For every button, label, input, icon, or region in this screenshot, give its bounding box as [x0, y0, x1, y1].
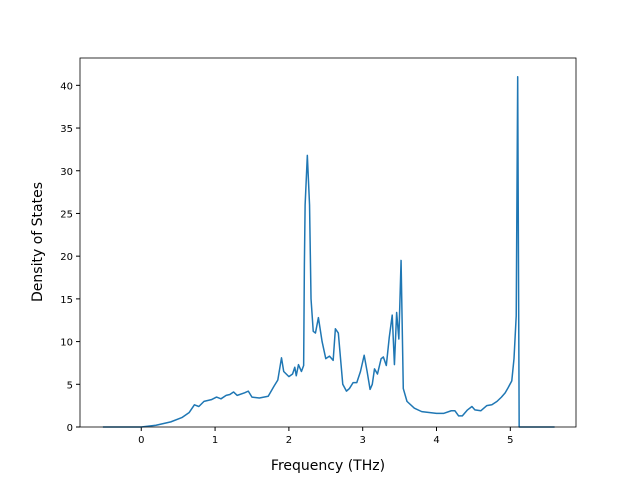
- line-series: [102, 76, 555, 428]
- y-tick-label: 0: [67, 423, 73, 434]
- y-tick-label: 25: [60, 209, 73, 220]
- plot-frame: [79, 57, 577, 428]
- x-tick-label: 5: [507, 435, 513, 446]
- y-tick-label: 30: [60, 167, 73, 178]
- y-tick-label: 15: [60, 295, 73, 306]
- y-axis-label: Density of States: [30, 182, 46, 302]
- x-tick-label: 3: [360, 435, 366, 446]
- x-tick-label: 4: [433, 435, 439, 446]
- y-tick-label: 20: [60, 252, 73, 263]
- y-tick-label: 5: [67, 380, 73, 391]
- x-tick-label: 0: [138, 435, 144, 446]
- y-tick-label: 35: [60, 124, 73, 135]
- x-axis-label: Frequency (THz): [271, 458, 385, 474]
- x-tick-label: 2: [286, 435, 292, 446]
- y-tick-label: 10: [60, 338, 73, 349]
- y-tick-label: 40: [60, 81, 73, 92]
- x-tick-label: 1: [212, 435, 218, 446]
